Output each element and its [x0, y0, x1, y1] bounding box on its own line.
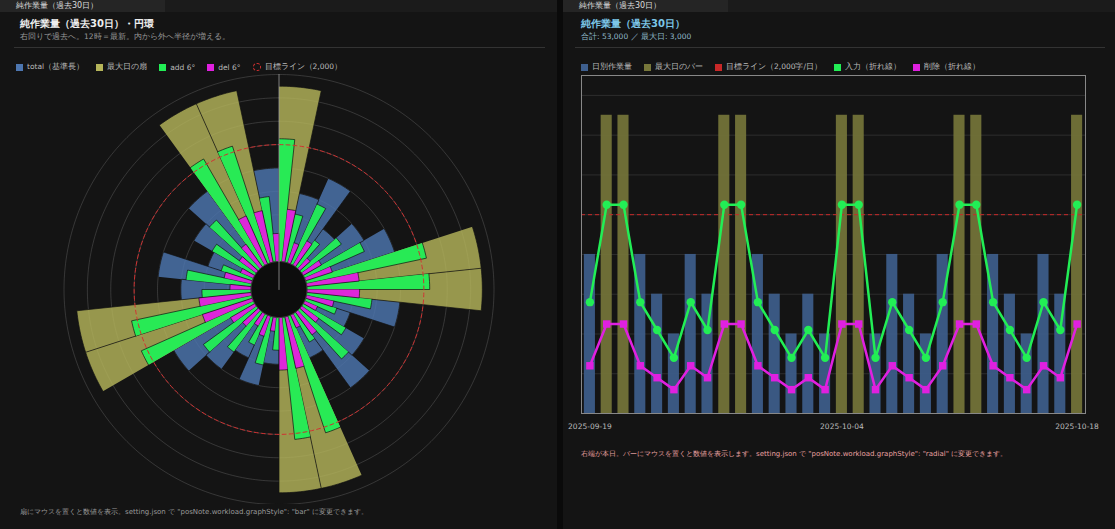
html-text:最大日のバー: 最大日のバー: [655, 62, 703, 71]
html-text:純作業量（過去30日）・円環: 純作業量（過去30日）・円環: [20, 18, 154, 29]
svg-text:2025-10-04: 2025-10-04: [820, 422, 864, 431]
svg-text:2025-10-18: 2025-10-18: [1055, 422, 1099, 431]
html-text:del 6°: del 6°: [218, 62, 241, 72]
html-text:削除（折れ線）: 削除（折れ線）: [924, 62, 980, 71]
html-text:add 6°: add 6°: [170, 62, 196, 72]
html-text:目標ライン（2,000字/日）: 目標ライン（2,000字/日）: [726, 62, 822, 71]
html-text:合計: 53,000 ／ 最大日: 3,000: 合計: 53,000 ／ 最大日: 3,000: [581, 32, 692, 41]
html-text:扇にマウスを置くと数値を表示。setting.json で: 扇にマウスを置くと数値を表示。setting.json で "posNote.w…: [20, 508, 368, 516]
html-text:目標ライン（2,000）: 目標ライン（2,000）: [264, 62, 342, 71]
html-text:日別作業量: 日別作業量: [592, 62, 632, 71]
html-text:純作業量（過去30日）: 純作業量（過去30日）: [579, 1, 662, 10]
html-text:純作業量（過去30日）: 純作業量（過去30日）: [16, 1, 99, 10]
html-text:最大日の扇: 最大日の扇: [107, 62, 148, 71]
svg-text:2025-09-19: 2025-09-19: [568, 422, 612, 431]
html-text:入力（折れ線）: 入力（折れ線）: [845, 62, 901, 71]
html-text:右回りで過去へ。12時＝最新。内から外へ半径が増える。: 右回りで過去へ。12時＝最新。内から外へ半径が増える。: [20, 32, 230, 41]
html-text:純作業量（過去30日）: 純作業量（過去30日）: [581, 18, 685, 29]
html-text:右端が本日。バーにマウスを置くと数値を表示します。setti: 右端が本日。バーにマウスを置くと数値を表示します。setting.json で …: [581, 450, 1008, 458]
html-text:total（基準長）: total（基準長）: [27, 62, 85, 71]
